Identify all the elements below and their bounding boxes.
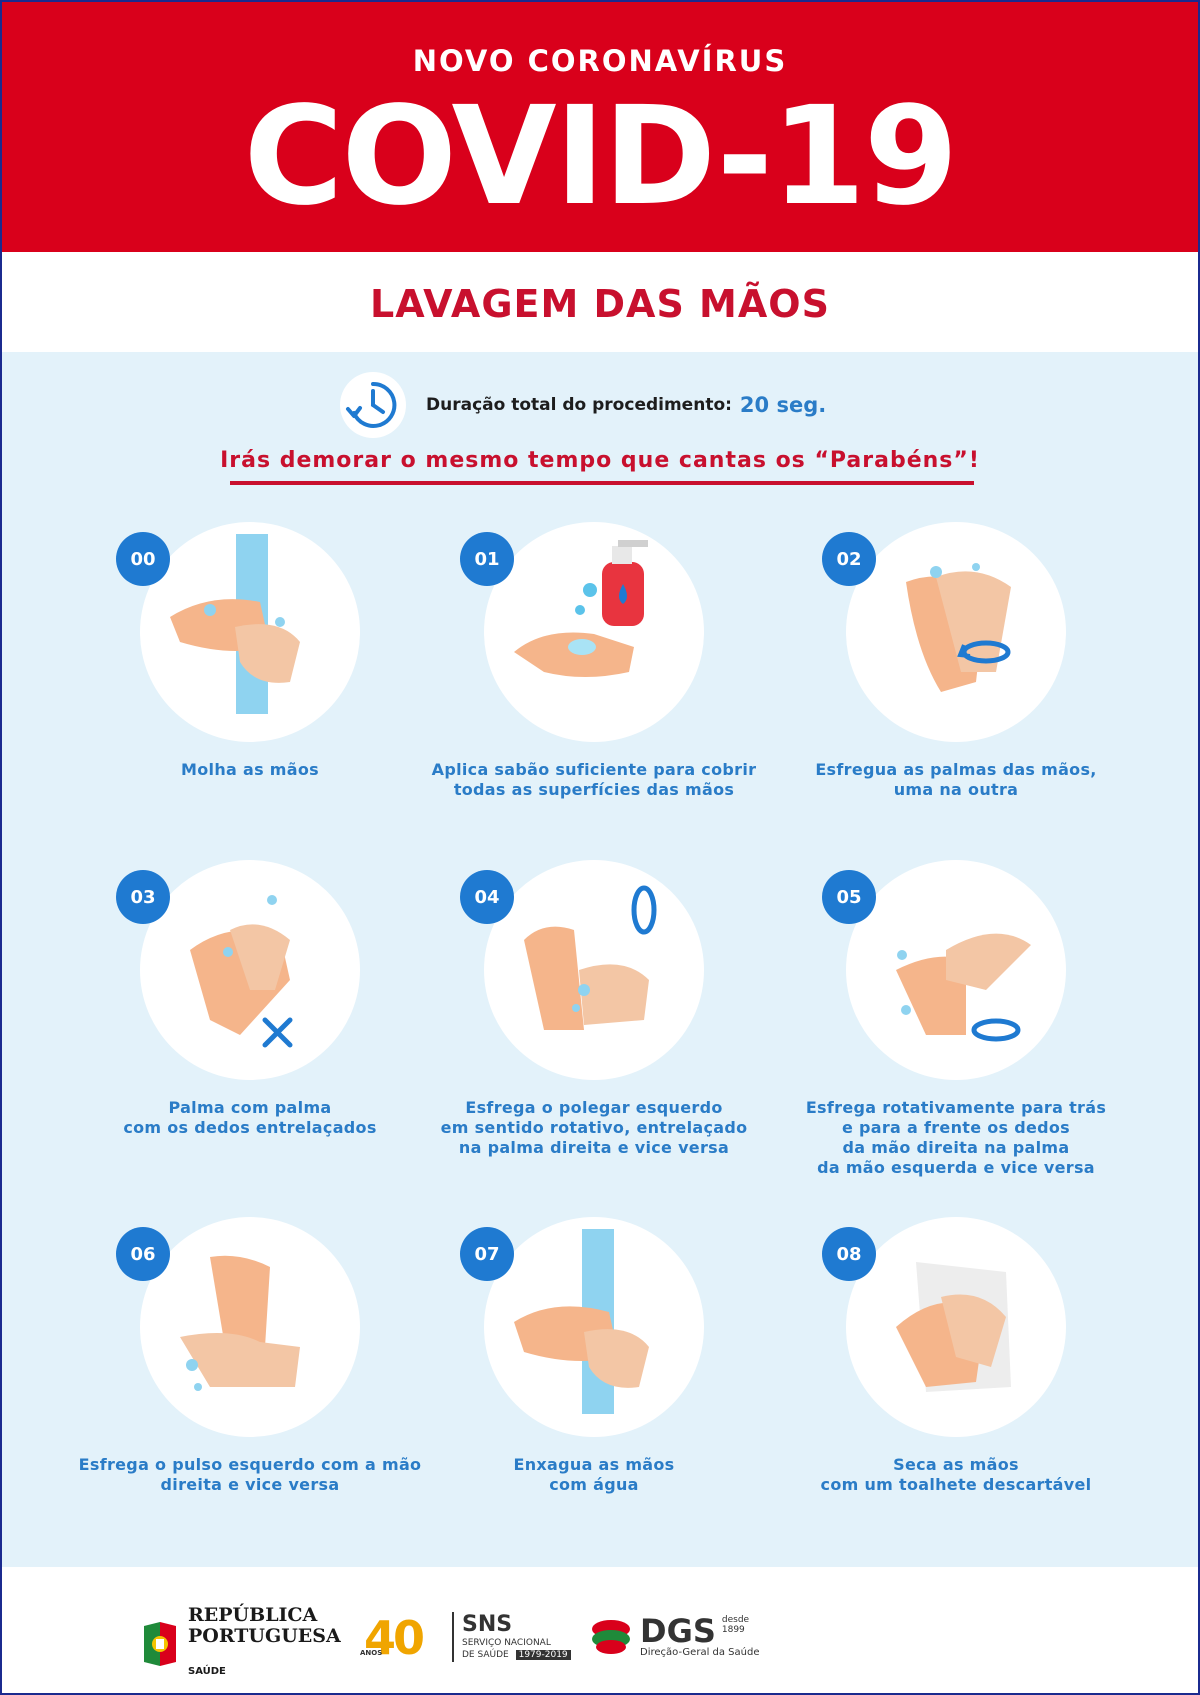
step-caption-line: com os dedos entrelaçados <box>123 1118 377 1137</box>
step-caption-line: uma na outra <box>893 780 1019 799</box>
step-caption-line: da mão esquerda e vice versa <box>817 1158 1095 1177</box>
section-title: LAVAGEM DAS MÃOS <box>370 282 830 326</box>
step-caption-line: Molha as mãos <box>181 760 319 779</box>
step-number-badge: 08 <box>822 1227 876 1281</box>
portugal-flag-icon <box>144 1621 176 1666</box>
republica-line2: PORTUGUESA <box>188 1625 341 1647</box>
step-caption-line: na palma direita e vice versa <box>458 1138 730 1157</box>
subtitle-band: LAVAGEM DAS MÃOS <box>2 252 1198 352</box>
clock-icon <box>340 372 406 438</box>
dgs-since-label: desde <box>721 1615 750 1625</box>
dgs-emblem-icon <box>592 1619 630 1654</box>
main-title: COVID-19 <box>243 78 959 236</box>
soap-dispenser-icon <box>484 522 704 742</box>
step-number-badge: 04 <box>460 870 514 924</box>
step-caption: Seca as mãos com um toalhete descartável <box>766 1455 1146 1495</box>
duration-label: Duração total do procedimento: <box>426 395 732 415</box>
step-caption: Enxagua as mãos com água <box>404 1455 784 1495</box>
step-caption: Palma com palma com os dedos entrelaçado… <box>60 1098 440 1138</box>
tagline: Irás demorar o mesmo tempo que cantas os… <box>220 448 980 473</box>
step-caption-line: Enxagua as mãos <box>513 1455 675 1474</box>
hero-banner: NOVO CORONAVÍRUS COVID-19 <box>2 2 1198 252</box>
step-number-badge: 02 <box>822 532 876 586</box>
step-caption: Esfrega o pulso esquerdo com a mão direi… <box>60 1455 440 1495</box>
step-caption-line: da mão direita na palma <box>842 1138 1070 1157</box>
step-illustration-bg <box>484 522 704 742</box>
step-caption: Esfregua as palmas das mãos, uma na outr… <box>766 760 1146 800</box>
rub-palms-icon <box>846 522 1066 742</box>
step-05: 05 Esfrega rotativamente para trás e par… <box>766 860 1146 1190</box>
step-caption-line: Esfrega o pulso esquerdo com a mão <box>78 1455 422 1474</box>
sns-line2: DE SAÚDE <box>462 1650 509 1660</box>
step-caption-line: Palma com palma <box>168 1098 332 1117</box>
step-number-badge: 01 <box>460 532 514 586</box>
step-caption-line: Aplica sabão suficiente para cobrir <box>431 760 757 779</box>
step-caption: Esfrega rotativamente para trás e para a… <box>766 1098 1146 1178</box>
step-caption-line: todas as superfícies das mãos <box>453 780 735 799</box>
dgs-since: desde 1899 <box>722 1615 749 1635</box>
step-01: 01 Aplica sabão suficiente para cobrir t… <box>404 522 784 852</box>
step-08: 08 Seca as mãos com um toalhete descartá… <box>766 1217 1146 1547</box>
anniversary-mark: 40 ANOS <box>360 1611 444 1665</box>
rotate-thumb-icon <box>484 860 704 1080</box>
sns-line1: SERVIÇO NACIONAL <box>462 1638 551 1648</box>
dgs-logo: DGS desde 1899 Direção-Geral da Saúde <box>590 1615 760 1658</box>
anniversary-number: 40 <box>364 1611 425 1665</box>
sns-title: SNS <box>462 1612 513 1637</box>
step-06: 06 Esfrega o pulso esquerdo com a mão di… <box>60 1217 440 1547</box>
step-caption-line: direita e vice versa <box>160 1475 340 1494</box>
step-number-badge: 05 <box>822 870 876 924</box>
dgs-title: DGS <box>640 1612 716 1650</box>
step-caption: Molha as mãos <box>60 760 440 780</box>
republica-sub: SAÚDE <box>188 1666 226 1677</box>
step-00: 00 Molha as mãos <box>60 522 440 852</box>
dgs-since-year: 1899 <box>721 1625 745 1635</box>
sns-line2-row: DE SAÚDE 1979-2019 <box>462 1650 571 1660</box>
step-caption: Esfrega o polegar esquerdo em sentido ro… <box>404 1098 784 1158</box>
step-caption-line: Esfrega rotativamente para trás <box>805 1098 1107 1117</box>
tagline-underline <box>230 481 974 485</box>
logo-divider <box>452 1612 454 1662</box>
step-caption: Aplica sabão suficiente para cobrir toda… <box>404 760 784 800</box>
step-02: 02 Esfregua as palmas das mãos, uma na o… <box>766 522 1146 852</box>
duration-row: Duração total do procedimento: 20 seg. <box>340 370 826 440</box>
duration-value: 20 seg. <box>739 393 827 417</box>
step-number-badge: 00 <box>116 532 170 586</box>
dry-hands-towel-icon <box>846 1217 1066 1437</box>
footer: REPÚBLICA PORTUGUESA SAÚDE 40 ANOS SNS S… <box>2 1567 1198 1693</box>
step-number-badge: 07 <box>460 1227 514 1281</box>
step-caption-line: Seca as mãos <box>893 1455 1019 1474</box>
step-number-badge: 03 <box>116 870 170 924</box>
step-07: 07 Enxagua as mãos com água <box>404 1217 784 1547</box>
wrist-rub-icon <box>140 1217 360 1437</box>
step-number-badge: 06 <box>116 1227 170 1281</box>
interlaced-fingers-icon <box>140 860 360 1080</box>
republica-line1: REPÚBLICA <box>188 1604 318 1626</box>
rinse-hands-icon <box>484 1217 704 1437</box>
step-03: 03 Palma com palma com os dedos entrelaç… <box>60 860 440 1190</box>
step-caption-line: com água <box>549 1475 639 1494</box>
step-caption-line: com um toalhete descartável <box>820 1475 1092 1494</box>
fingertips-palm-icon <box>846 860 1066 1080</box>
republica-portuguesa-logo: REPÚBLICA PORTUGUESA SAÚDE <box>140 1605 341 1682</box>
dgs-sub: Direção-Geral da Saúde <box>640 1647 760 1658</box>
steps-panel: Duração total do procedimento: 20 seg. I… <box>2 352 1198 1567</box>
sns-40-anos-logo: 40 ANOS SNS SERVIÇO NACIONAL DE SAÚDE 19… <box>360 1611 571 1665</box>
wet-hands-icon <box>140 522 360 742</box>
step-caption-line: e para a frente os dedos <box>841 1118 1071 1137</box>
step-caption-line: Esfregua as palmas das mãos, <box>815 760 1097 779</box>
step-caption-line: Esfrega o polegar esquerdo <box>465 1098 723 1117</box>
supertitle: NOVO CORONAVÍRUS <box>412 44 788 78</box>
sns-years: 1979-2019 <box>515 1650 571 1660</box>
step-04: 04 Esfrega o polegar esquerdo em sentido… <box>404 860 784 1190</box>
step-caption-line: em sentido rotativo, entrelaçado <box>440 1118 748 1137</box>
anniversary-small: ANOS <box>360 1649 383 1657</box>
